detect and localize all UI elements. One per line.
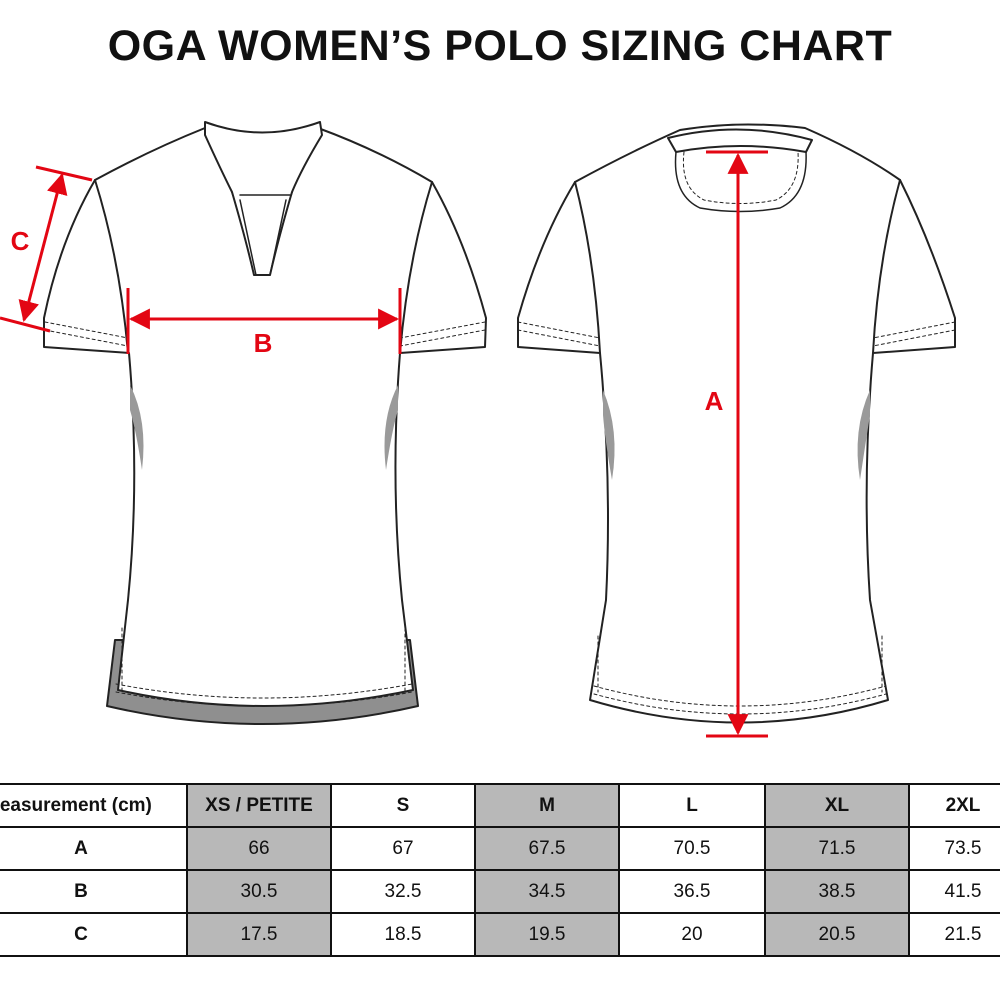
table-cell: 18.5 [330, 912, 476, 957]
row-label: C [0, 912, 188, 957]
header-s: S [330, 783, 476, 828]
measurement-c-label: C [11, 226, 30, 256]
garment-diagram: C B A [0, 121, 956, 738]
table-cell: 32.5 [330, 869, 476, 914]
table-cell: 70.5 [618, 826, 766, 871]
row-label: B [0, 869, 188, 914]
header-2xl: 2XL [908, 783, 1000, 828]
table-cell: 34.5 [474, 869, 620, 914]
table-cell: 36.5 [618, 869, 766, 914]
table-cell: 21.5 [908, 912, 1000, 957]
page-title: OGA WOMEN’S POLO SIZING CHART [107, 22, 893, 70]
measurement-b-label: B [254, 328, 273, 358]
front-shirt-drawing [43, 121, 487, 725]
table-header-row: Measurement (cm) XS / PETITE S M L XL 2X… [0, 783, 1000, 828]
header-m: M [474, 783, 620, 828]
table-cell: 66 [186, 826, 332, 871]
table-cell: 71.5 [764, 826, 910, 871]
table-cell: 73.5 [908, 826, 1000, 871]
header-l: L [618, 783, 766, 828]
table-row: A 66 67 67.5 70.5 71.5 73.5 [0, 826, 1000, 871]
size-table: Measurement (cm) XS / PETITE S M L XL 2X… [0, 783, 1000, 957]
measurement-c-arrow [0, 165, 93, 333]
table-cell: 30.5 [186, 869, 332, 914]
header-measurement: Measurement (cm) [0, 783, 188, 828]
header-xl: XL [764, 783, 910, 828]
header-xs-petite: XS / PETITE [186, 783, 332, 828]
table-cell: 67.5 [474, 826, 620, 871]
measurement-a-arrow [706, 150, 768, 738]
measurement-b-arrow [126, 288, 402, 354]
table-row: C 17.5 18.5 19.5 20 20.5 21.5 [0, 912, 1000, 957]
measurement-a-label: A [705, 386, 724, 416]
table-row: B 30.5 32.5 34.5 36.5 38.5 41.5 [0, 869, 1000, 914]
row-label: A [0, 826, 188, 871]
table-cell: 20 [618, 912, 766, 957]
table-cell: 67 [330, 826, 476, 871]
table-cell: 41.5 [908, 869, 1000, 914]
table-cell: 19.5 [474, 912, 620, 957]
table-cell: 17.5 [186, 912, 332, 957]
table-cell: 20.5 [764, 912, 910, 957]
table-cell: 38.5 [764, 869, 910, 914]
